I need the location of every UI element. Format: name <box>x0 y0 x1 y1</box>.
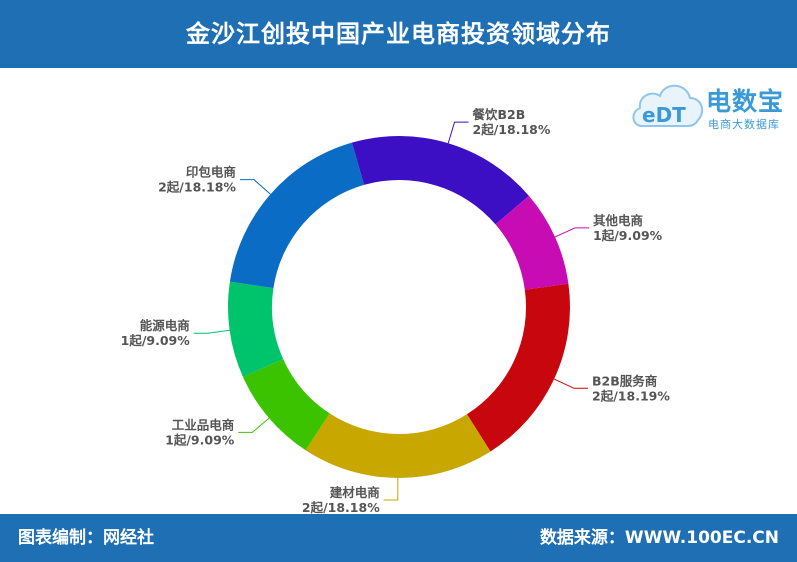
slice-label-value-5: 1起/9.09% <box>121 333 191 348</box>
slice-label-value-3: 2起/18.18% <box>302 500 380 515</box>
logo-name: 电数宝 <box>706 87 785 116</box>
slice-label-value-6: 2起/18.18% <box>158 180 236 195</box>
slice-label-name-0: 餐饮B2B <box>472 107 526 122</box>
leader-line-5 <box>193 329 230 334</box>
leader-line-3 <box>383 477 399 501</box>
slice-label-name-2: B2B服务商 <box>592 373 657 388</box>
slice-label-name-3: 建材电商 <box>330 485 380 500</box>
donut-slice-3 <box>305 413 491 479</box>
footer-bar: 图表编制：网经社 数据来源：WWW.100EC.CN <box>0 514 797 562</box>
donut-slice-2 <box>466 283 570 452</box>
leader-lines <box>193 121 590 501</box>
leader-line-2 <box>553 378 589 389</box>
leader-line-1 <box>554 227 590 238</box>
cloud-logo-icon: eDT <box>632 84 704 127</box>
slice-label-value-0: 2起/18.18% <box>473 122 551 137</box>
donut-slice-0 <box>351 136 529 225</box>
slice-label-name-6: 印包电商 <box>186 165 236 180</box>
logo: eDT 电数宝 电商大数据库 <box>628 72 793 136</box>
donut-slices <box>227 136 570 479</box>
chart-title: 金沙江创投中国产业电商投资领域分布 <box>186 20 611 48</box>
leader-line-6 <box>239 179 271 195</box>
slice-label-value-2: 2起/18.19% <box>592 388 670 403</box>
slice-label-value-1: 1起/9.09% <box>593 228 663 243</box>
slice-labels: 餐饮B2B2起/18.18%其他电商1起/9.09%B2B服务商2起/18.19… <box>121 107 671 515</box>
donut-slice-5 <box>227 281 284 378</box>
footer-credit: 图表编制：网经社 <box>18 528 154 548</box>
slice-label-value-4: 1起/9.09% <box>165 432 235 447</box>
slice-label-name-4: 工业品电商 <box>172 417 235 432</box>
header-bar: 金沙江创投中国产业电商投资领域分布 <box>0 0 797 68</box>
slice-label-name-1: 其他电商 <box>593 213 643 228</box>
donut-slice-6 <box>229 142 364 289</box>
footer-source: 数据来源：WWW.100EC.CN <box>539 528 779 548</box>
donut-slice-4 <box>242 359 330 451</box>
logo-subtitle: 电商大数据库 <box>708 118 780 131</box>
donut-slice-1 <box>495 195 569 290</box>
logo-badge-text: eDT <box>642 103 686 127</box>
slice-label-name-5: 能源电商 <box>140 318 190 333</box>
leader-line-4 <box>238 417 270 433</box>
leader-line-0 <box>447 121 469 144</box>
